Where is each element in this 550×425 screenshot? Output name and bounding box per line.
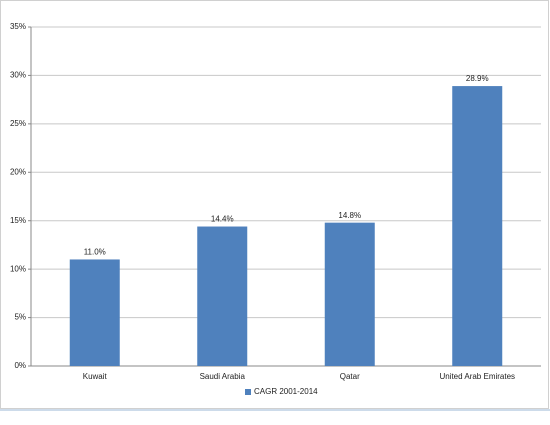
y-tick-label: 30% [10, 71, 26, 80]
value-label: 11.0% [84, 248, 106, 257]
bar [324, 222, 375, 366]
x-tick-label: Saudi Arabia [200, 372, 246, 381]
value-label: 14.8% [338, 211, 361, 220]
legend-label: CAGR 2001-2014 [254, 387, 318, 396]
y-tick-label: 20% [10, 167, 26, 176]
bar [197, 226, 248, 366]
bar [452, 86, 503, 366]
x-tick-label: United Arab Emirates [439, 372, 515, 381]
y-tick-label: 5% [14, 313, 26, 322]
bar [69, 259, 120, 366]
y-tick-label: 10% [10, 264, 26, 273]
x-tick-label: Kuwait [83, 372, 108, 381]
x-tick-label: Qatar [340, 372, 360, 381]
y-tick-label: 15% [10, 216, 26, 225]
legend-swatch [245, 389, 251, 395]
y-tick-label: 0% [14, 361, 26, 370]
y-tick-label: 25% [10, 119, 26, 128]
value-label: 28.9% [466, 74, 489, 83]
value-label: 14.4% [211, 215, 234, 224]
y-tick-label: 35% [10, 22, 26, 31]
